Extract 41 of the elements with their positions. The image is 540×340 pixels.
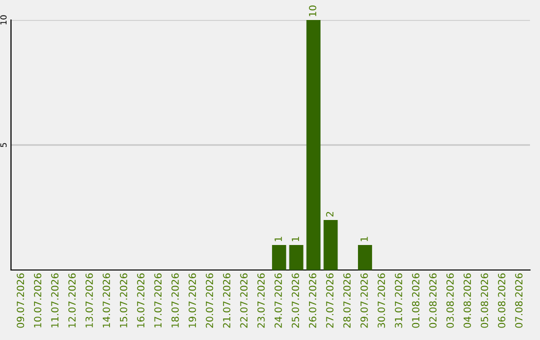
x-tick-label: 04.08.2026 bbox=[464, 273, 471, 328]
x-tick-label: 12.07.2026 bbox=[68, 273, 76, 328]
x-tick-label: 14.07.2026 bbox=[102, 273, 110, 328]
data-label: 1 bbox=[360, 236, 368, 242]
bar bbox=[272, 245, 286, 270]
y-tick-label: 5 bbox=[0, 143, 7, 148]
x-tick-label: 21.07.2026 bbox=[223, 273, 230, 328]
x-tick-label: 07.08.2026 bbox=[515, 273, 523, 328]
x-tick-label: 13.07.2026 bbox=[86, 273, 93, 328]
x-tick-label: 06.08.2026 bbox=[498, 273, 506, 328]
x-tick-label: 20.07.2026 bbox=[206, 273, 214, 328]
x-tick-label: 24.07.2026 bbox=[274, 273, 282, 328]
bar bbox=[358, 245, 372, 270]
x-tick-label: 18.07.2026 bbox=[171, 273, 179, 328]
data-label: 1 bbox=[292, 236, 299, 242]
x-tick-label: 10.07.2026 bbox=[34, 273, 42, 328]
x-tick-label: 15.07.2026 bbox=[120, 273, 128, 328]
x-tick-label: 22.07.2026 bbox=[240, 273, 248, 328]
x-tick-label: 25.07.2026 bbox=[292, 273, 300, 328]
bar bbox=[324, 220, 338, 270]
x-tick-label: 11.07.2026 bbox=[51, 273, 59, 328]
x-tick-label: 31.07.2026 bbox=[394, 273, 402, 328]
x-tick-label: 28.07.2026 bbox=[343, 273, 351, 328]
bar bbox=[289, 245, 304, 270]
x-tick-label: 02.08.2026 bbox=[429, 273, 437, 328]
x-tick-label: 01.08.2026 bbox=[412, 273, 420, 328]
x-tick-label: 23.07.2026 bbox=[257, 273, 265, 328]
x-tick-label: 19.07.2026 bbox=[188, 273, 196, 328]
x-tick-label: 16.07.2026 bbox=[137, 273, 144, 328]
x-tick-label: 03.08.2026 bbox=[446, 273, 454, 328]
data-label: 10 bbox=[308, 5, 316, 16]
data-label: 1 bbox=[274, 236, 282, 242]
bar bbox=[306, 20, 321, 270]
x-tick-label: 29.07.2026 bbox=[360, 273, 368, 328]
x-tick-label: 17.07.2026 bbox=[154, 273, 162, 328]
data-label: 2 bbox=[326, 212, 334, 217]
x-tick-label: 05.08.2026 bbox=[480, 273, 488, 328]
x-tick-label: 26.07.2026 bbox=[308, 273, 316, 328]
x-tick-label: 27.07.2026 bbox=[326, 273, 334, 328]
x-tick-label: 09.07.2026 bbox=[16, 273, 24, 328]
x-tick-label: 30.07.2026 bbox=[378, 273, 386, 328]
